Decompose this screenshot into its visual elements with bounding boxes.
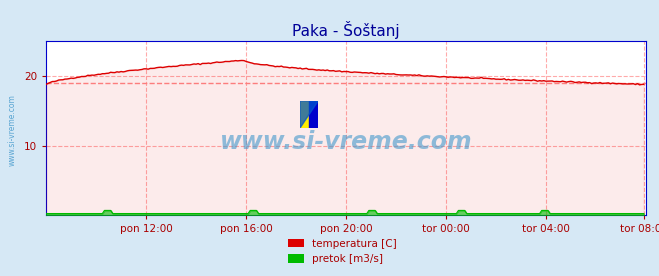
Polygon shape <box>300 101 318 128</box>
Legend: temperatura [C], pretok [m3/s]: temperatura [C], pretok [m3/s] <box>284 235 401 268</box>
Text: www.si-vreme.com: www.si-vreme.com <box>219 130 473 154</box>
Polygon shape <box>309 101 318 128</box>
Polygon shape <box>300 101 309 128</box>
Text: www.si-vreme.com: www.si-vreme.com <box>8 94 17 166</box>
Title: Paka - Šoštanj: Paka - Šoštanj <box>292 21 400 39</box>
